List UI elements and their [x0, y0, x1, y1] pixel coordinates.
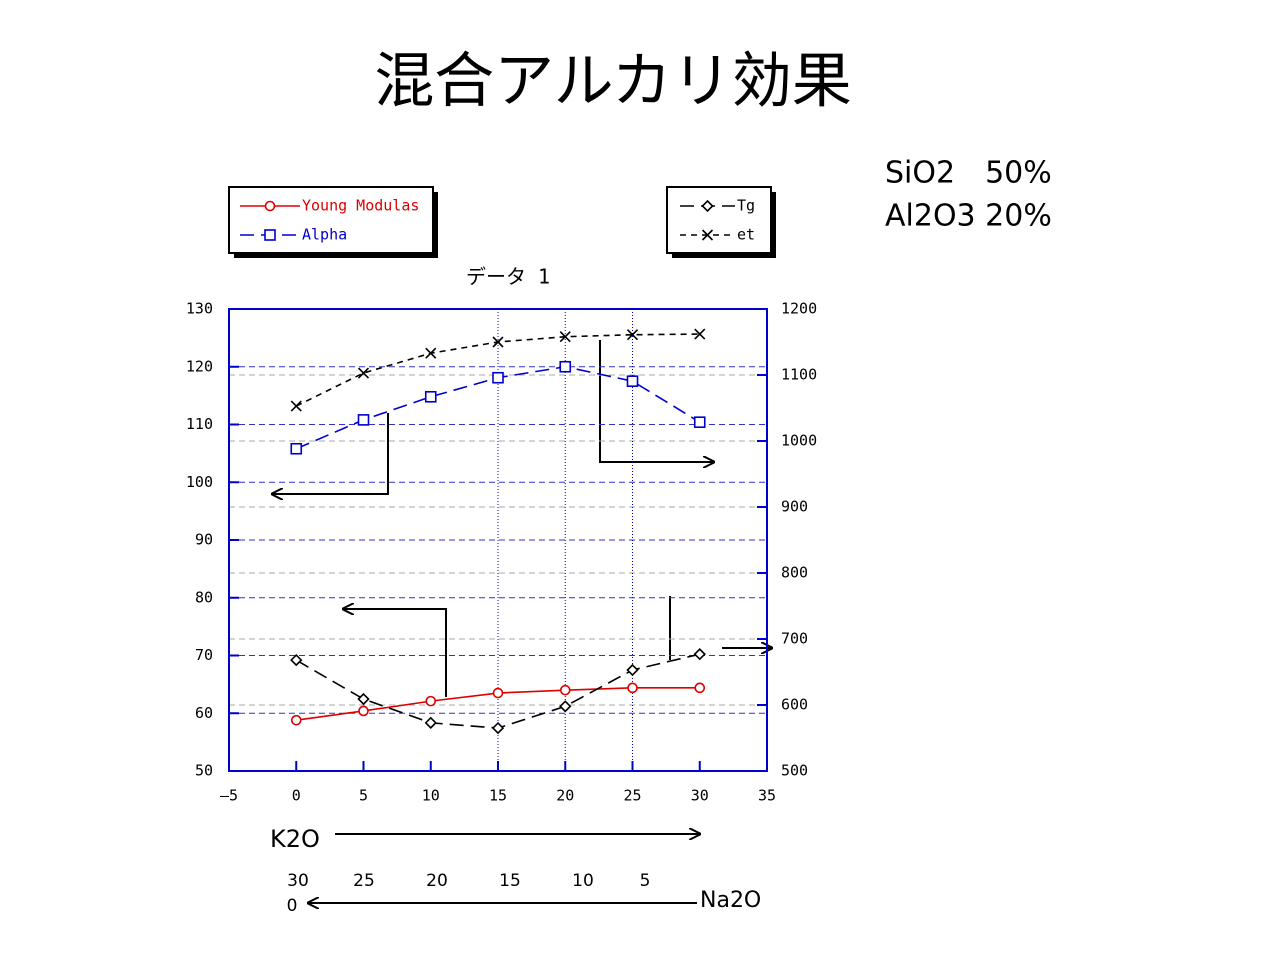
- y2-tick-label: 1200: [781, 300, 817, 318]
- marker: [358, 705, 369, 717]
- legend-label: Young Modulas: [302, 197, 419, 215]
- y2-tick-label: 500: [781, 762, 808, 780]
- marker: [693, 416, 706, 428]
- y-tick-label: 70: [195, 646, 213, 664]
- na2o-tick-label: 15: [499, 871, 521, 891]
- x-axis-label: K2O: [270, 825, 320, 853]
- marker: [357, 367, 370, 379]
- y-tick-label: 100: [186, 473, 213, 491]
- na2o-tick-label: 0: [287, 896, 298, 916]
- na2o-label: Na2O: [700, 888, 761, 913]
- x-tick-label: 15: [489, 787, 507, 805]
- marker: [424, 390, 437, 403]
- arrow: [343, 609, 447, 697]
- marker: [701, 199, 714, 213]
- x-tick-label: 30: [691, 787, 709, 805]
- marker: [424, 716, 437, 729]
- x-tick-label: 25: [623, 787, 641, 805]
- y-tick-label: 50: [195, 762, 213, 780]
- legend-label: Alpha: [302, 226, 347, 244]
- marker: [701, 229, 714, 241]
- marker: [559, 700, 572, 713]
- composition: Al2O3 20%: [885, 199, 1052, 234]
- marker: [559, 331, 571, 343]
- marker: [290, 442, 303, 455]
- series: [290, 648, 706, 735]
- marker: [491, 721, 505, 735]
- marker: [492, 336, 504, 348]
- legend-label: et: [737, 226, 755, 244]
- marker: [694, 682, 706, 694]
- y2-tick-label: 900: [781, 498, 808, 516]
- marker: [425, 347, 437, 359]
- marker: [492, 371, 504, 384]
- marker: [264, 229, 276, 241]
- arrow: [599, 340, 714, 462]
- marker: [357, 414, 370, 426]
- marker: [559, 684, 571, 696]
- marker: [559, 360, 572, 373]
- x-tick-label: 5: [359, 787, 368, 805]
- arrow: [272, 413, 389, 494]
- na2o-tick-label: 20: [426, 871, 448, 891]
- x-tick-label: 20: [556, 787, 574, 805]
- annotation-arrows: [272, 340, 772, 903]
- series-line: [295, 333, 700, 407]
- marker: [290, 400, 302, 412]
- na2o-tick-label: 10: [572, 871, 594, 891]
- y2-tick-label: 600: [781, 696, 808, 714]
- marker: [425, 695, 437, 707]
- legend-box: [228, 186, 434, 254]
- marker: [626, 329, 639, 341]
- y-tick-label: 130: [186, 300, 213, 318]
- marker: [492, 687, 504, 699]
- marker: [626, 375, 639, 387]
- y2-tick-label: 1100: [781, 366, 817, 384]
- y-tick-label: 60: [195, 704, 213, 722]
- composition: SiO2 50%: [885, 156, 1052, 191]
- marker: [694, 328, 706, 340]
- series: [290, 328, 706, 412]
- x-tick-label: 35: [758, 787, 776, 805]
- y2-tick-label: 700: [781, 630, 808, 648]
- na2o-tick-label: 25: [353, 871, 375, 891]
- x-tick-label: 10: [422, 787, 440, 805]
- series: [290, 682, 706, 726]
- na2o-tick-label: 30: [287, 871, 309, 891]
- y-tick-label: 80: [195, 588, 213, 606]
- series: [290, 360, 706, 455]
- marker: [693, 648, 706, 661]
- y-tick-label: 90: [195, 531, 213, 549]
- x-tick-label: –5: [220, 787, 238, 805]
- y-tick-label: 110: [186, 415, 213, 433]
- x-tick-label: 0: [292, 787, 301, 805]
- slide-title: 混合アルカリ効果: [374, 47, 852, 117]
- y2-tick-label: 1000: [781, 432, 817, 450]
- y-tick-label: 120: [186, 357, 213, 375]
- legend-label: Tg: [737, 197, 755, 215]
- na2o-tick-label: 5: [640, 871, 651, 891]
- marker: [290, 714, 302, 726]
- marker: [264, 200, 276, 212]
- legend-box: [666, 186, 772, 254]
- marker: [290, 653, 303, 667]
- y2-tick-label: 800: [781, 564, 808, 582]
- marker: [626, 663, 639, 677]
- chart-subtitle: データ 1: [466, 265, 550, 289]
- marker: [357, 692, 370, 706]
- marker: [627, 682, 638, 694]
